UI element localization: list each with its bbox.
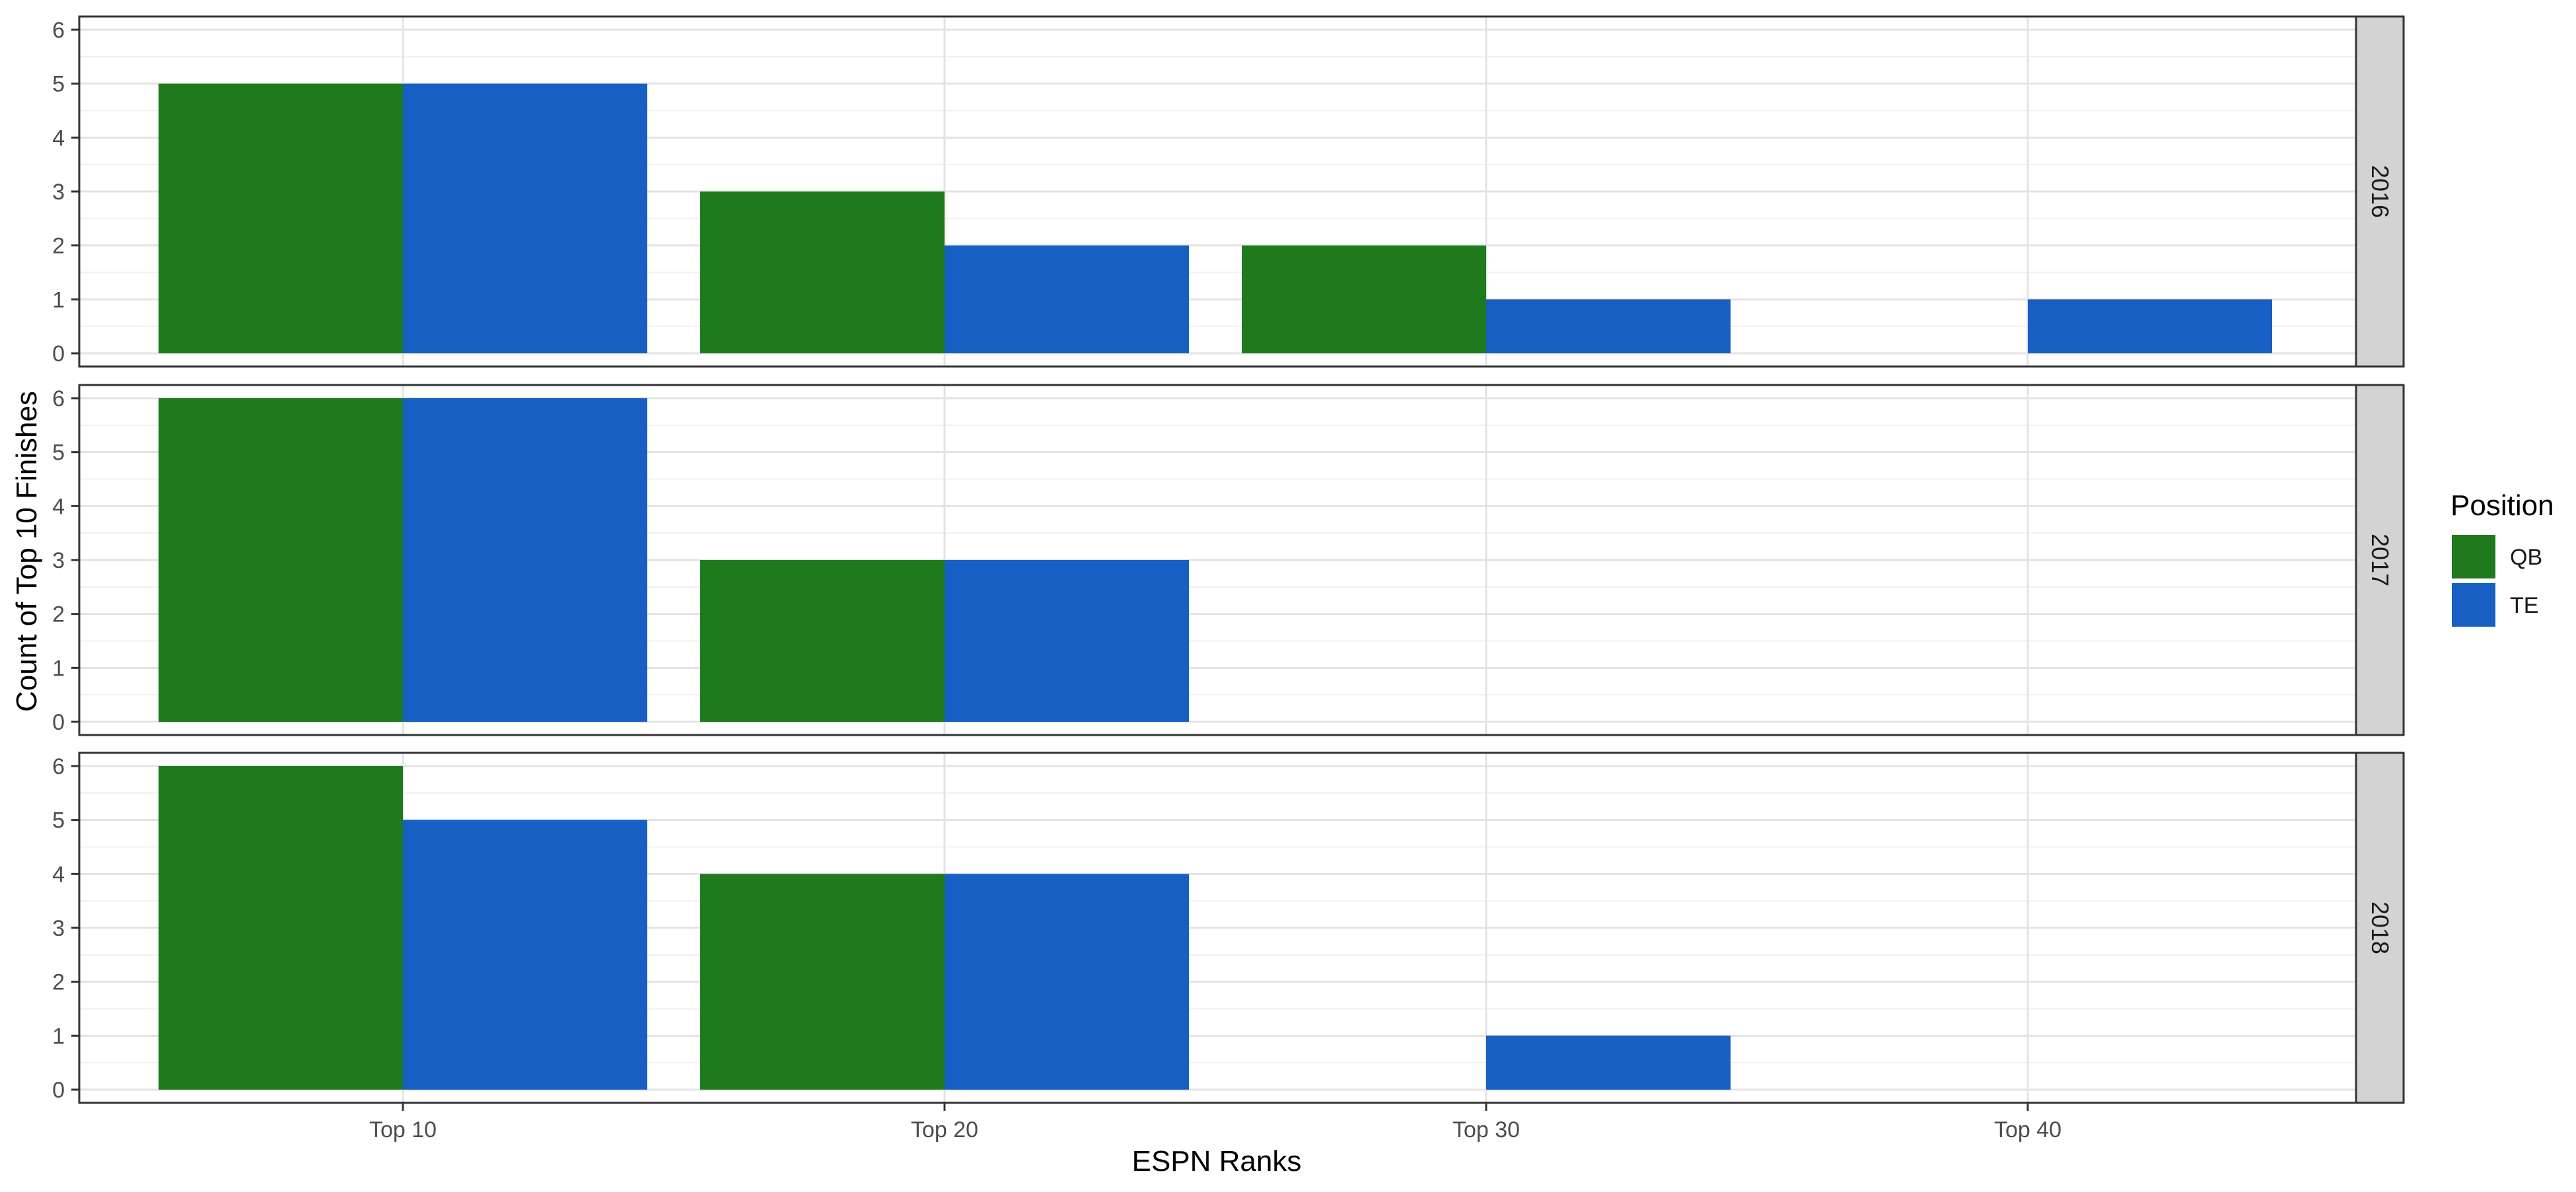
facet-strip <box>2355 384 2405 736</box>
bar-2016-QB-top-20 <box>700 192 945 353</box>
bar-2018-TE-top-30 <box>1486 1035 1731 1090</box>
y-tick-label: 0 <box>52 710 65 735</box>
bar-2017-TE-top-10 <box>403 398 647 722</box>
bar-2016-QB-top-10 <box>159 83 403 354</box>
y-tick-label: 4 <box>52 862 65 887</box>
y-tick-label: 0 <box>52 341 65 367</box>
facet-strip-label: 2016 <box>2367 165 2394 218</box>
legend-title: Position <box>2451 489 2554 522</box>
y-axis-title: Count of Top 10 Finishes <box>11 391 43 712</box>
facet-panel-2018: 0 1 2 3 4 5 6 2018 <box>52 752 2405 1104</box>
bar-2016-TE-top-40 <box>2028 299 2272 353</box>
y-tick-label: 3 <box>52 548 65 573</box>
facet-strip-label: 2018 <box>2367 901 2394 954</box>
y-tick-label: 1 <box>52 287 65 312</box>
bar-2018-TE-top-10 <box>403 820 647 1090</box>
x-tick-label: Top 20 <box>911 1117 978 1142</box>
y-tick-label: 3 <box>52 916 65 941</box>
y-tick-label: 3 <box>52 180 65 205</box>
y-tick-label: 2 <box>52 234 65 259</box>
y-tick-label: 5 <box>52 440 65 466</box>
facet-panel-2017: 0 1 2 3 4 5 6 2017 <box>52 384 2405 736</box>
facet-strip-label: 2017 <box>2367 534 2394 586</box>
y-tick-label: 6 <box>52 754 65 779</box>
facet-panel-2016: 0 1 2 3 4 5 6 2016 <box>52 15 2405 368</box>
x-tick-label: Top 30 <box>1452 1117 1520 1142</box>
bar-2017-QB-top-20 <box>700 560 945 722</box>
bar-2016-QB-top-30 <box>1242 245 1486 353</box>
bar-2017-QB-top-10 <box>159 398 403 722</box>
y-tick-label: 5 <box>52 72 65 97</box>
bar-2017-TE-top-20 <box>945 560 1189 722</box>
x-axis: Top 10 Top 20 Top 30 Top 40 <box>369 1103 2061 1142</box>
x-tick-label: Top 10 <box>369 1117 437 1142</box>
y-tick-label: 2 <box>52 602 65 627</box>
bar-2016-TE-top-10 <box>403 83 647 354</box>
facet-strip <box>2355 752 2405 1104</box>
y-tick-label: 5 <box>52 808 65 833</box>
y-tick-label: 4 <box>52 494 65 519</box>
y-tick-label: 6 <box>52 386 65 411</box>
facet-strip <box>2355 15 2405 368</box>
legend-key-qb <box>2452 535 2495 578</box>
bar-2018-QB-top-10 <box>159 766 403 1090</box>
facet-panels: 0 1 2 3 4 5 6 2016 0 1 2 3 4 5 6 2017 0 1 2 3 4 5 6 2018 <box>52 15 2405 1104</box>
bar-2016-TE-top-20 <box>945 245 1189 353</box>
y-tick-label: 4 <box>52 125 65 151</box>
y-tick-label: 2 <box>52 970 65 995</box>
y-tick-label: 1 <box>52 1024 65 1049</box>
x-tick-label: Top 40 <box>1994 1117 2061 1142</box>
y-tick-label: 6 <box>52 18 65 43</box>
legend: Position QB TE <box>2451 489 2554 627</box>
legend-key-te <box>2452 583 2495 627</box>
y-tick-label: 1 <box>52 656 65 681</box>
x-axis-title: ESPN Ranks <box>1132 1145 1302 1177</box>
bar-2018-QB-top-20 <box>700 874 945 1090</box>
y-tick-label: 0 <box>52 1078 65 1103</box>
legend-label-qb: QB <box>2510 545 2542 570</box>
legend-label-te: TE <box>2510 593 2538 618</box>
bar-2016-TE-top-30 <box>1486 299 1731 353</box>
bar-2018-TE-top-20 <box>945 874 1189 1090</box>
